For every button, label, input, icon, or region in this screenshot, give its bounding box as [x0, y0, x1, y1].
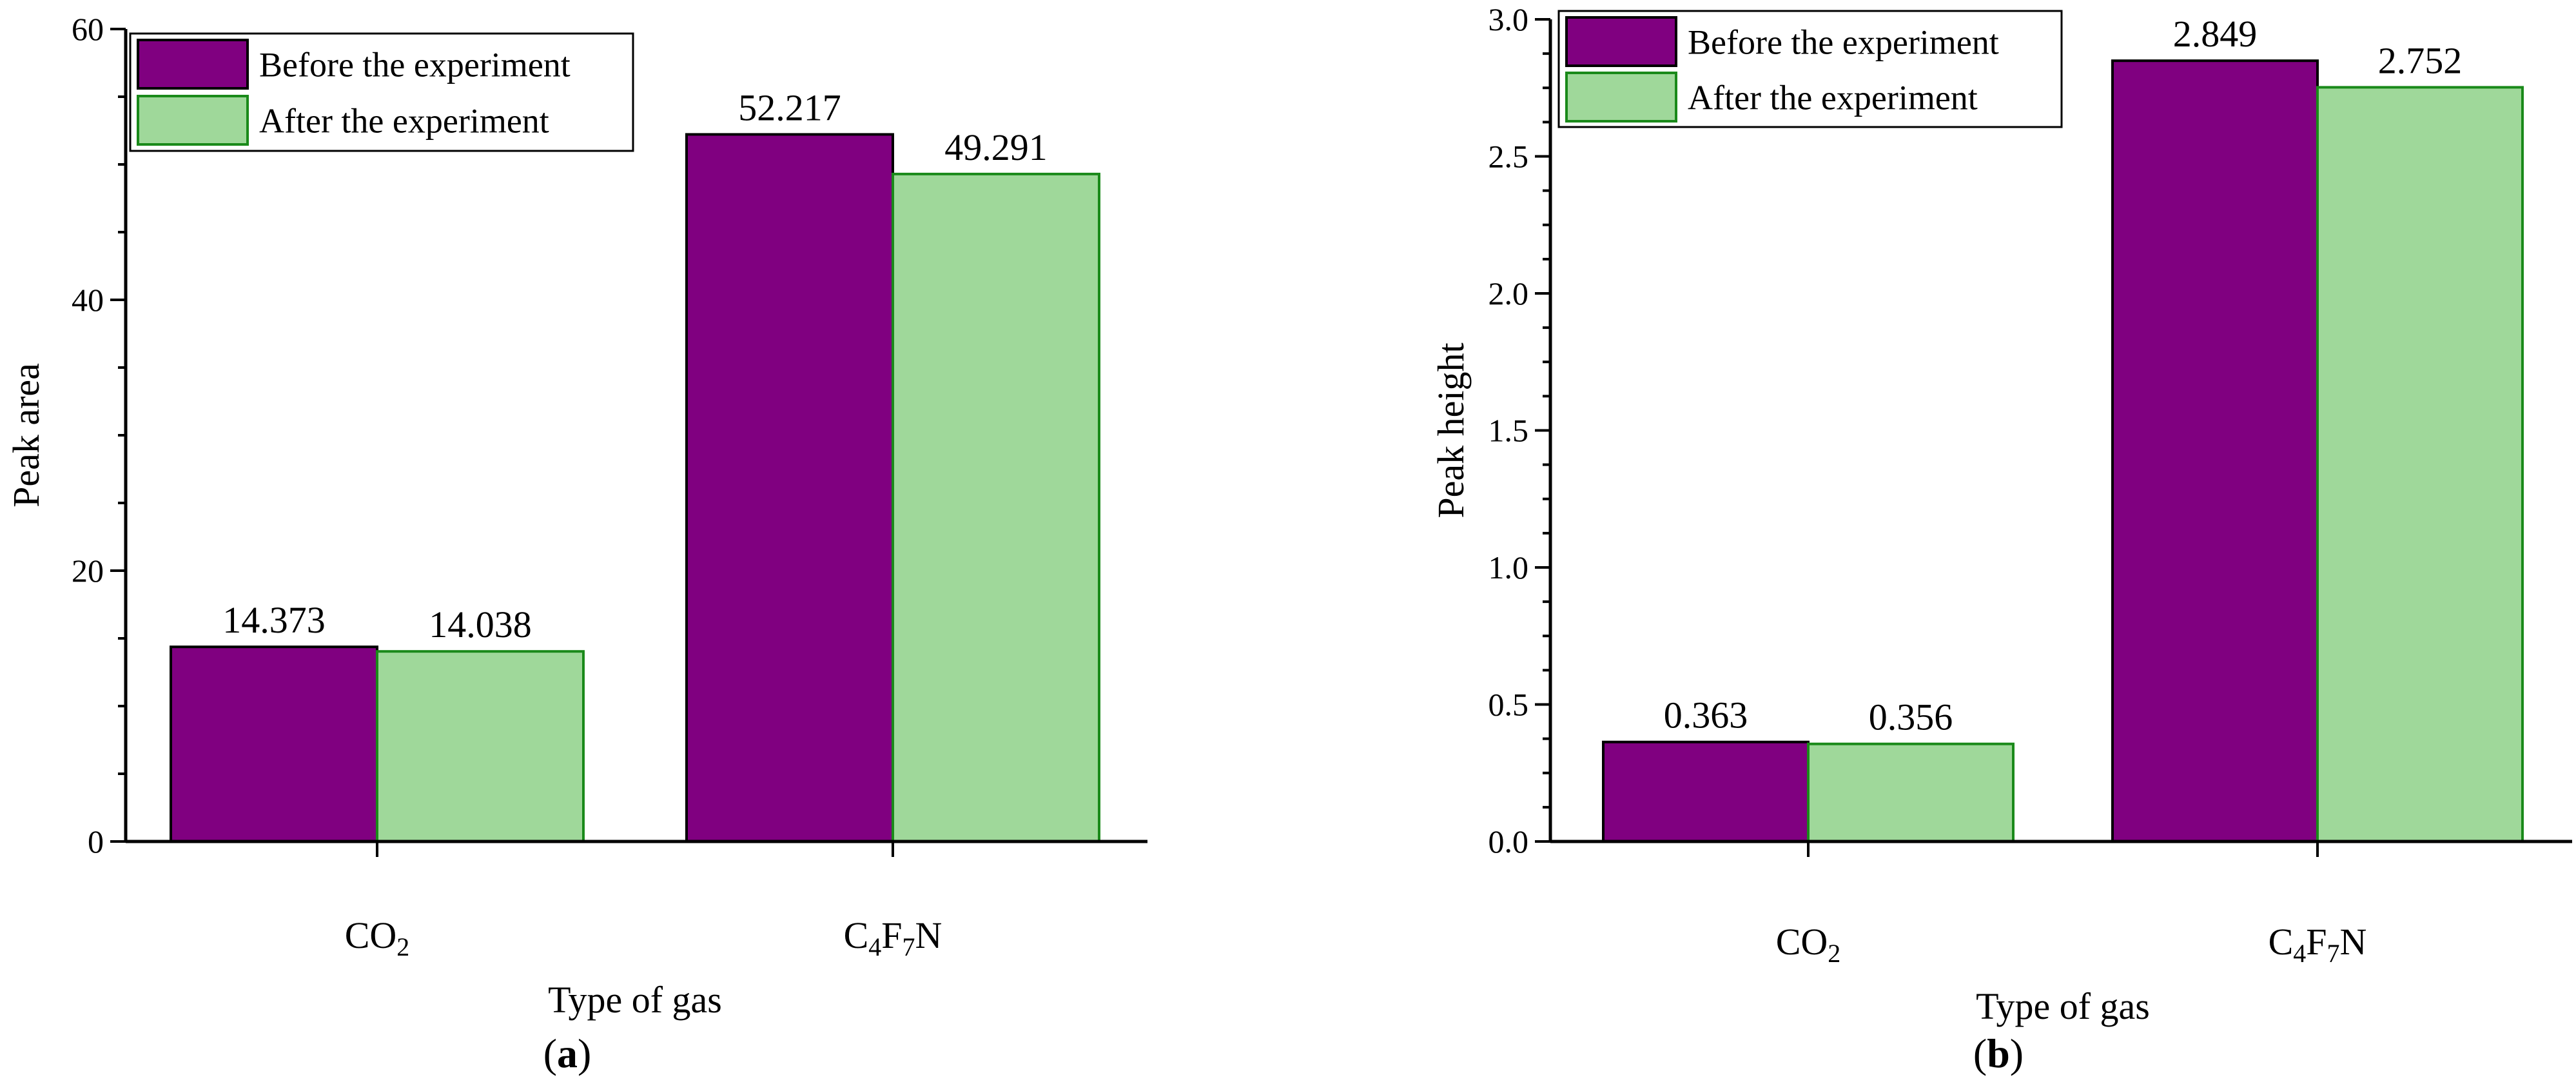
- x-tick-label-part: C: [844, 914, 869, 956]
- x-tick-label-part: F: [2306, 921, 2327, 963]
- bar-before-co2: [170, 645, 378, 843]
- x-tick-label-part: F: [881, 914, 902, 956]
- bar-before-co2: [1602, 740, 1810, 843]
- y-tick-label: 1.5: [1488, 413, 1529, 449]
- x-tick-label-part: 4: [2293, 939, 2306, 968]
- x-tick-label-part: CO: [345, 914, 397, 956]
- y-tick-label: 40: [72, 282, 104, 318]
- y-tick-label: 0.0: [1488, 823, 1529, 860]
- data-label: 14.373: [222, 599, 326, 641]
- x-tick-label-part: 7: [2327, 939, 2340, 968]
- data-label: 52.217: [738, 86, 841, 128]
- panel-label-close: ): [578, 1030, 591, 1076]
- legend-swatch-before: [1565, 16, 1677, 67]
- bar-before-c4f7n: [2111, 59, 2319, 843]
- y-tick-label: 3.0: [1488, 1, 1529, 37]
- data-label: 14.038: [429, 604, 532, 645]
- x-tick-label-part: 7: [903, 932, 915, 961]
- x-tick-label-part: 4: [868, 932, 881, 961]
- panel-label-open: (: [543, 1030, 557, 1076]
- y-tick-label: 2.5: [1488, 139, 1529, 175]
- chart-panel-b: 0.363 2.849 0.356 2.752 0.0 0.5 1.0 1.5 2.0 2.5 3.…: [1430, 1, 2572, 1076]
- y-tick-label: 0.5: [1488, 687, 1529, 723]
- y-tick-label: 60: [72, 11, 104, 47]
- data-label: 49.291: [944, 126, 1048, 168]
- panel-label: (b): [1973, 1030, 2024, 1076]
- x-axis-title: Type of gas: [548, 979, 722, 1021]
- bar-after-c4f7n: [892, 172, 1100, 843]
- data-label: 2.752: [2378, 39, 2463, 81]
- legend-swatch-after: [137, 95, 249, 146]
- bar-after-co2: [1807, 742, 2015, 843]
- y-tick-label: 1.0: [1488, 549, 1529, 585]
- panel-label-letter: b: [1987, 1030, 2010, 1076]
- bar-after-co2: [376, 650, 585, 843]
- y-tick-label: 0: [88, 823, 104, 860]
- panel-label-open: (: [1973, 1030, 1987, 1076]
- legend-label: Before the experiment: [1688, 23, 1999, 62]
- y-axis-title: Peak area: [5, 363, 47, 507]
- legend-swatch-before: [137, 39, 249, 90]
- legend-label: After the experiment: [1688, 79, 1978, 117]
- bar-after-c4f7n: [2316, 86, 2524, 843]
- chart-panel-a: 14.373 52.217 14.038 49.291 0 20 40 60 CO2 C4F7N T…: [5, 11, 1147, 1076]
- x-axis-title: Type of gas: [1976, 985, 2150, 1027]
- x-tick-label-part: C: [2269, 921, 2294, 963]
- x-tick-label-part: 2: [1828, 939, 1840, 968]
- panel-label-letter: a: [557, 1030, 578, 1076]
- legend-swatch-after: [1565, 72, 1677, 123]
- x-tick-label-part: 2: [396, 932, 409, 961]
- legend-label: After the experiment: [259, 102, 549, 141]
- legend-label: Before the experiment: [259, 46, 571, 84]
- data-label: 0.363: [1664, 694, 1748, 736]
- x-tick-label: CO2: [1776, 921, 1841, 968]
- x-tick-label-part: N: [915, 914, 942, 956]
- x-tick-label: C4F7N: [2269, 921, 2367, 968]
- legend: Before the experiment After the experimen…: [129, 32, 634, 152]
- y-tick-label: 20: [72, 553, 104, 589]
- panel-label-close: ): [2010, 1030, 2024, 1076]
- x-tick-label: CO2: [345, 914, 410, 961]
- y-tick-label: 2.0: [1488, 275, 1529, 311]
- legend: Before the experiment After the experimen…: [1557, 10, 2063, 128]
- bar-before-c4f7n: [685, 133, 894, 843]
- data-label: 0.356: [1869, 696, 1953, 738]
- x-tick-label-part: N: [2340, 921, 2367, 963]
- x-tick-label: C4F7N: [844, 914, 942, 961]
- data-label: 2.849: [2173, 13, 2258, 55]
- panel-label: (a): [543, 1030, 592, 1076]
- y-axis-title: Peak height: [1430, 342, 1472, 518]
- x-tick-label-part: CO: [1776, 921, 1828, 963]
